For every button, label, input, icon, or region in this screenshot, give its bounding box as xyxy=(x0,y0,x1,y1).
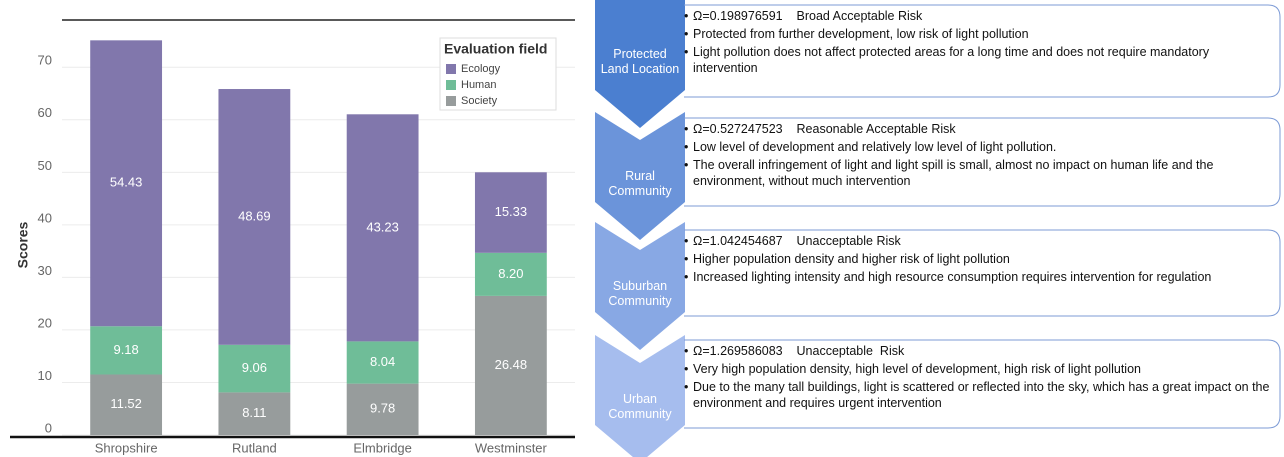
x-tick-label: Elmbridge xyxy=(353,440,412,455)
chevron xyxy=(595,0,685,128)
bullet: Light pollution does not affect protecte… xyxy=(684,44,1274,76)
item-box xyxy=(684,229,1281,317)
bullet: Increased lighting intensity and high re… xyxy=(684,269,1274,285)
y-tick-label: 50 xyxy=(38,158,52,173)
legend-title: Evaluation field xyxy=(444,41,547,57)
chevron-label: Community xyxy=(608,407,672,421)
x-tick-label: Shropshire xyxy=(95,440,158,455)
bullet: Ω=0.527247523 Reasonable Acceptable Risk xyxy=(684,121,1274,137)
y-tick-label: 30 xyxy=(38,263,52,278)
legend-label: Human xyxy=(461,79,496,91)
y-tick-label: 60 xyxy=(38,105,52,120)
item-box xyxy=(684,4,1281,98)
data-label: 9.78 xyxy=(370,401,395,416)
legend-label: Society xyxy=(461,95,498,107)
chevron-label: Community xyxy=(608,184,672,198)
bar-segment xyxy=(474,252,547,296)
bar-segment xyxy=(474,295,547,435)
chevron-label: Community xyxy=(608,294,672,308)
bar-segment xyxy=(90,326,163,375)
bullet: Protected from further development, low … xyxy=(684,26,1274,42)
data-label: 15.33 xyxy=(495,204,528,219)
chevron-label: Urban xyxy=(623,392,657,406)
chevron xyxy=(595,335,685,457)
bar-segment xyxy=(346,383,419,435)
item-text: Ω=0.198976591 Broad Acceptable Risk Prote… xyxy=(684,8,1274,76)
bullet: The overall infringement of light and li… xyxy=(684,157,1274,189)
data-label: 8.11 xyxy=(242,405,266,420)
bar-segment xyxy=(90,374,163,435)
item-text: Ω=0.527247523 Reasonable Acceptable Risk… xyxy=(684,121,1274,189)
chevron xyxy=(595,112,685,240)
legend-swatch xyxy=(446,96,456,106)
bullet: Due to the many tall buildings, light is… xyxy=(684,379,1274,411)
bar-segment xyxy=(218,392,291,435)
data-label: 8.04 xyxy=(370,354,395,369)
bullet: Ω=1.042454687 Unacceptable Risk xyxy=(684,233,1274,249)
bullet: Very high population density, high level… xyxy=(684,361,1274,377)
bar-segment xyxy=(474,172,547,253)
chevron-label: Rural xyxy=(625,169,655,183)
legend-label: Ecology xyxy=(461,63,501,75)
data-label: 11.52 xyxy=(110,396,142,411)
y-tick-label: 10 xyxy=(38,368,52,383)
bullet: Higher population density and higher ris… xyxy=(684,251,1274,267)
data-label: 9.18 xyxy=(113,342,138,357)
legend-swatch xyxy=(446,80,456,90)
y-tick-label: 40 xyxy=(38,210,52,225)
chevron-label: Protected xyxy=(613,47,667,61)
y-axis-title: Scores xyxy=(15,221,31,268)
chevron-label: Suburban xyxy=(613,279,667,293)
y-tick-label: 70 xyxy=(38,53,52,68)
legend-box xyxy=(439,37,557,111)
y-tick-label: 20 xyxy=(38,315,52,330)
bar-segment xyxy=(346,341,419,384)
item-text: Ω=1.042454687 Unacceptable Risk Higher po… xyxy=(684,233,1274,285)
x-tick-label: Westminster xyxy=(475,440,548,455)
data-label: 48.69 xyxy=(238,208,271,223)
bullet: Ω=0.198976591 Broad Acceptable Risk xyxy=(684,8,1274,24)
x-tick-label: Rutland xyxy=(232,440,277,455)
bullet: Low level of development and relatively … xyxy=(684,139,1274,155)
bar-segment xyxy=(218,344,291,393)
data-label: 8.20 xyxy=(498,266,523,281)
bullet: Ω=1.269586083 Unacceptable Risk xyxy=(684,343,1274,359)
chevron xyxy=(595,222,685,350)
bar-segment xyxy=(346,114,419,342)
data-label: 26.48 xyxy=(495,357,528,372)
legend-swatch xyxy=(446,64,456,74)
data-label: 43.23 xyxy=(366,219,399,234)
chevron-label: Land Location xyxy=(601,62,680,76)
item-box xyxy=(684,339,1281,429)
item-box xyxy=(684,117,1281,207)
bar-segment xyxy=(218,89,291,345)
y-tick-label: 0 xyxy=(45,420,52,435)
data-label: 54.43 xyxy=(110,175,143,190)
bar-segment xyxy=(90,40,163,327)
data-label: 9.06 xyxy=(242,360,267,375)
item-text: Ω=1.269586083 Unacceptable Risk Very high… xyxy=(684,343,1274,411)
